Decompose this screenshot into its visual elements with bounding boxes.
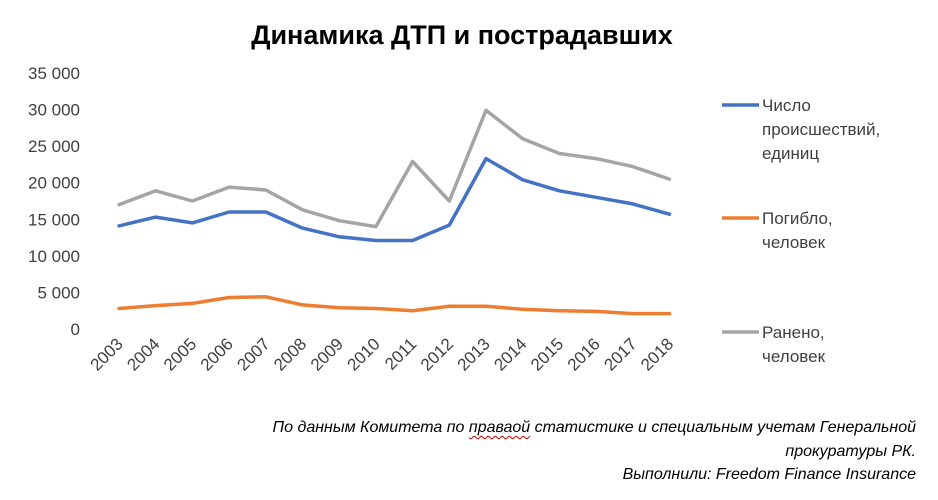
legend-label: происшествий,: [762, 120, 880, 139]
x-tick-label: 2005: [160, 334, 200, 374]
y-tick-label: 25 000: [28, 137, 80, 156]
y-tick-label: 15 000: [28, 210, 80, 229]
x-tick-label: 2012: [417, 334, 457, 374]
series-line: [117, 156, 672, 243]
x-tick-label: 2003: [87, 334, 127, 374]
source-note: По данным Комитета по праваой статистике…: [273, 419, 916, 437]
x-tick-label: 2017: [600, 334, 640, 374]
x-tick-label: 2013: [454, 334, 494, 374]
source-note-misspelled-word: праваой: [468, 419, 531, 436]
x-tick-label: 2009: [307, 334, 347, 374]
x-tick-label: 2018: [637, 334, 677, 374]
source-note-start: По данным Комитета по: [272, 419, 469, 436]
plot-area: [117, 108, 672, 316]
x-tick-label: 2015: [527, 334, 567, 374]
x-tick-label: 2004: [123, 334, 163, 374]
legend: Число происшествий, единиц Погибло, человек Р…: [722, 96, 880, 366]
y-tick-label: 20 000: [28, 174, 80, 193]
y-axis: 35 000 30 000 25 000 20 000 15 000 10 000 5 00…: [28, 64, 80, 339]
y-tick-label: 5 000: [37, 283, 80, 302]
y-tick-label: 0: [71, 320, 80, 339]
series-line: [117, 295, 672, 316]
x-axis: 2003200420052006200720082009201020112012…: [87, 334, 678, 374]
x-tick-label: 2006: [197, 334, 237, 374]
legend-label: Число: [762, 96, 811, 115]
legend-label: Погибло,: [762, 209, 833, 228]
x-tick-label: 2016: [564, 334, 604, 374]
legend-label: единиц: [762, 144, 819, 163]
x-tick-label: 2014: [490, 334, 530, 374]
y-tick-label: 35 000: [28, 64, 80, 83]
series-line: [117, 108, 672, 229]
legend-label: Ранено,: [762, 323, 825, 342]
legend-label: человек: [762, 233, 826, 252]
source-note-line2: прокуратуры РК.: [785, 443, 916, 460]
source-note-end: статистике и специальным учетам Генераль…: [530, 419, 916, 436]
x-tick-label: 2010: [344, 334, 384, 374]
x-tick-label: 2008: [270, 334, 310, 374]
x-tick-label: 2011: [381, 334, 420, 373]
legend-label: человек: [762, 347, 826, 366]
y-tick-label: 10 000: [28, 247, 80, 266]
y-tick-label: 30 000: [28, 101, 80, 120]
chart-title: Динамика ДТП и пострадавших: [251, 20, 673, 50]
credits-note: Выполнили: Freedom Finance Insurance: [622, 466, 916, 483]
x-tick-label: 2007: [233, 334, 273, 374]
